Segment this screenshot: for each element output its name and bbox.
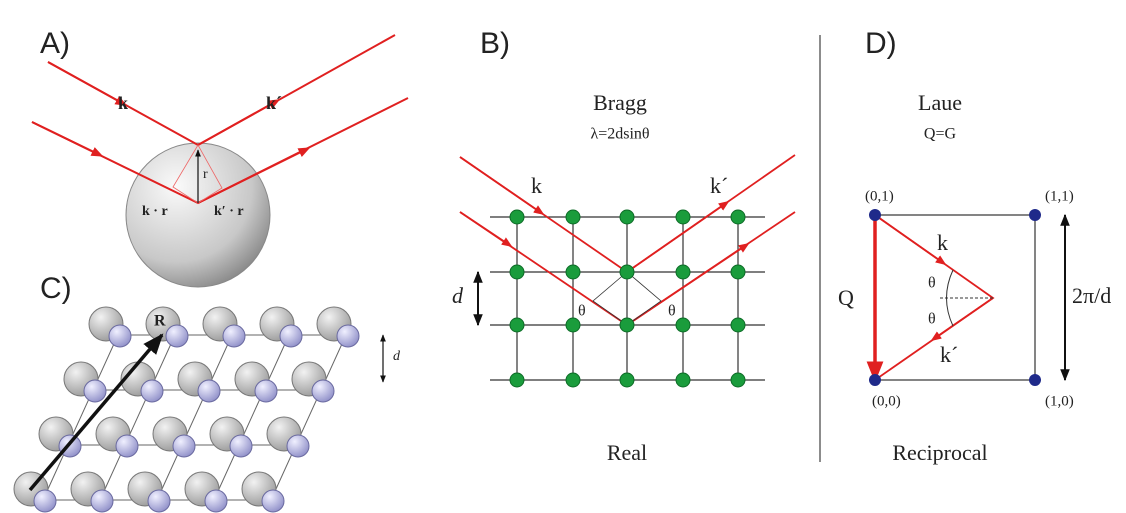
lattice-point xyxy=(620,265,634,279)
label: k · r xyxy=(142,204,168,219)
lattice-point xyxy=(676,265,690,279)
label: r xyxy=(203,167,208,182)
atom xyxy=(84,380,106,402)
label: k´ xyxy=(710,173,728,198)
label: (0,1) xyxy=(865,188,894,204)
atom xyxy=(91,490,113,512)
panel-d: D) Laue Q=G (0,1) (1,1) (0,0) (1,0) k k´… xyxy=(838,27,1111,465)
atom xyxy=(173,435,195,457)
label: Q xyxy=(838,285,854,310)
lattice-point xyxy=(620,373,634,387)
label: k´ xyxy=(266,93,282,113)
lattice-point xyxy=(676,210,690,224)
label: k xyxy=(531,173,542,198)
label: 2π/d xyxy=(1072,283,1111,308)
label: k xyxy=(937,230,948,255)
caption: Real xyxy=(607,440,647,465)
lattice-point xyxy=(510,373,524,387)
panel-label: C) xyxy=(40,272,72,305)
atom xyxy=(166,325,188,347)
lattice-point xyxy=(731,210,745,224)
atom xyxy=(223,325,245,347)
label: k′ · r xyxy=(214,204,244,219)
atom xyxy=(255,380,277,402)
atom xyxy=(287,435,309,457)
lattice-point xyxy=(566,265,580,279)
panel-a: A) k k´ r k · r k′ · r xyxy=(32,27,408,287)
atom xyxy=(148,490,170,512)
panel-c: C) Rd xyxy=(14,272,401,512)
lattice-point xyxy=(620,210,634,224)
label: d xyxy=(452,283,464,308)
lattice-point xyxy=(731,318,745,332)
lattice-point xyxy=(731,373,745,387)
label: θ xyxy=(928,311,936,328)
lattice-point xyxy=(510,265,524,279)
lattice-point xyxy=(510,210,524,224)
lattice-vector xyxy=(30,335,162,490)
panel-label: A) xyxy=(40,27,70,60)
title: Bragg xyxy=(593,90,647,115)
lattice-point xyxy=(566,318,580,332)
label: θ xyxy=(668,303,676,320)
lattice-point xyxy=(676,318,690,332)
lattice-point xyxy=(731,265,745,279)
label: θ xyxy=(928,275,936,292)
figure: A) k k´ r k · r k′ · r C) Rd B) Bragg λ=… xyxy=(0,0,1126,513)
atom xyxy=(34,490,56,512)
label: k xyxy=(118,93,128,113)
atom xyxy=(337,325,359,347)
label: (1,0) xyxy=(1045,393,1074,409)
atom xyxy=(116,435,138,457)
atom xyxy=(198,380,220,402)
title: Laue xyxy=(918,90,962,115)
panel-label: B) xyxy=(480,27,510,60)
atom xyxy=(141,380,163,402)
atom xyxy=(262,490,284,512)
atom xyxy=(230,435,252,457)
lattice-point xyxy=(566,210,580,224)
label: (0,0) xyxy=(872,393,901,409)
atom xyxy=(312,380,334,402)
label: d xyxy=(393,349,401,364)
lattice-point xyxy=(676,373,690,387)
panel-label: D) xyxy=(865,27,897,60)
atom xyxy=(205,490,227,512)
equation: λ=2dsinθ xyxy=(590,126,649,143)
label: (1,1) xyxy=(1045,188,1074,204)
label: θ xyxy=(578,303,586,320)
atom xyxy=(280,325,302,347)
panel-b: B) Bragg λ=2dsinθ k k´ d θ θ Real xyxy=(452,27,795,465)
lattice-point xyxy=(510,318,524,332)
lattice-point xyxy=(566,373,580,387)
label: R xyxy=(154,313,166,330)
equation: Q=G xyxy=(924,126,957,143)
atom xyxy=(109,325,131,347)
label: k´ xyxy=(940,342,958,367)
lattice-point xyxy=(620,318,634,332)
caption: Reciprocal xyxy=(892,440,987,465)
